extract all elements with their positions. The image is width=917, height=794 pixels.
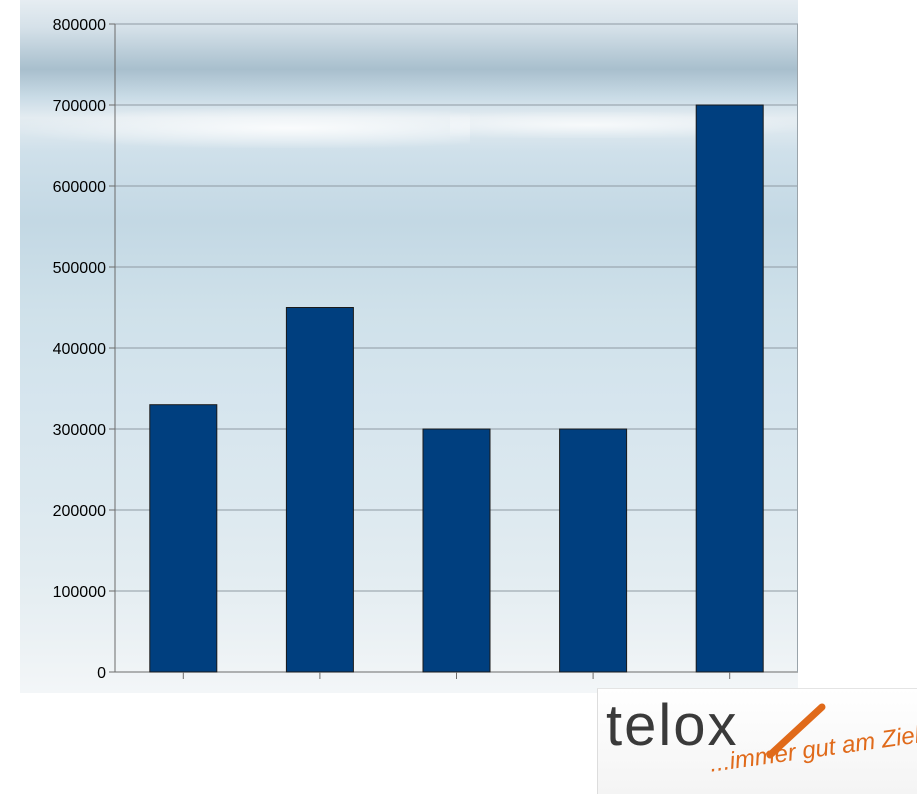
bar-chart: 0 100000 200000 300000 400000 500000 600000 700… — [53, 17, 798, 682]
y-tick-label: 300000 — [53, 422, 106, 439]
logo-swoosh-icon — [766, 703, 826, 759]
y-tick-label: 400000 — [53, 341, 106, 358]
y-tick-label: 800000 — [53, 17, 106, 34]
y-tick-label: 700000 — [53, 98, 106, 115]
y-tick-label: 500000 — [53, 260, 106, 277]
logo-wordmark: telox — [606, 693, 739, 759]
bar — [285, 307, 354, 673]
y-tick-label: 100000 — [53, 584, 106, 601]
bar — [149, 404, 218, 673]
y-tick-label: 600000 — [53, 179, 106, 196]
y-tick-label: 200000 — [53, 503, 106, 520]
logo-word-end: x — [707, 693, 739, 758]
logo-word-main: telo — [606, 693, 708, 758]
wave-decoration — [20, 108, 470, 148]
chart-plot-area: 0 100000 200000 300000 400000 500000 600000 700… — [20, 0, 798, 693]
bar — [422, 428, 491, 673]
y-tick-label: 0 — [97, 665, 106, 682]
bar — [695, 104, 764, 673]
teloxx-logo: telox ...immer gut am Ziel — [597, 688, 917, 794]
bar — [559, 428, 628, 673]
